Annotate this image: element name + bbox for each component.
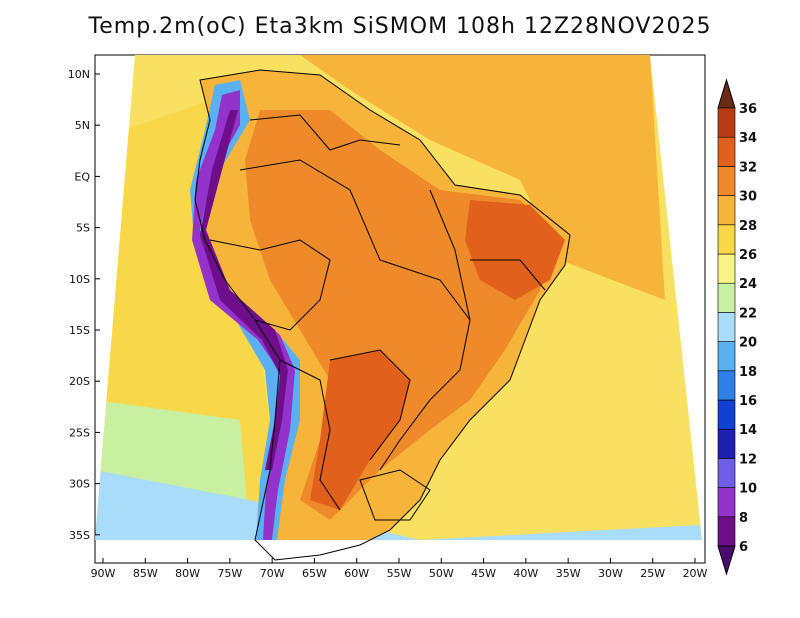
colorbar-label: 16	[739, 394, 757, 409]
argentina-border	[279, 359, 341, 511]
colorbar-segment	[717, 312, 736, 342]
lon-tick-label: 65W	[302, 567, 327, 580]
lon-tick-label: 45W	[471, 567, 496, 580]
land-hotter-field	[310, 350, 410, 510]
lon-tick-label: 35W	[556, 567, 581, 580]
colorbar-segment	[717, 428, 736, 459]
colorbar-label: 24	[739, 277, 757, 292]
colorbar-segment	[717, 341, 736, 372]
lat-tick-label: 20S	[69, 375, 90, 388]
colorbar-label: 22	[739, 306, 757, 321]
lon-tick-label: 30W	[598, 567, 623, 580]
lon-tick-label: 80W	[175, 567, 200, 580]
lon-tick-label: 70W	[260, 567, 285, 580]
colorbar-label: 32	[739, 160, 757, 175]
continent-outline	[194, 69, 571, 561]
colorbar-segment	[717, 224, 736, 255]
peru-bolivia-border	[209, 239, 331, 331]
lat-tick-label: 15S	[69, 324, 90, 337]
colorbar-label: 36	[739, 102, 757, 117]
latitude-axis: 10N 5N EQ 5S 10S 15S 20S 25S 30S 35S	[68, 68, 100, 542]
colorbar-min-arrow	[717, 545, 736, 576]
colorbar-label: 8	[739, 511, 748, 526]
lon-tick-label: 20W	[683, 567, 708, 580]
colorbar-label: 14	[739, 423, 757, 438]
temperature-field	[95, 55, 702, 540]
andes-cold-field	[200, 110, 288, 470]
colorbar-label: 10	[739, 482, 757, 497]
north-atlantic-warm-field	[300, 55, 665, 300]
lon-tick-label: 85W	[133, 567, 158, 580]
colorbar-segment	[717, 516, 736, 547]
colorbar-label: 28	[739, 219, 757, 234]
colorbar-max-arrow	[717, 78, 736, 109]
brazil-west-border	[239, 159, 471, 471]
lon-tick-label: 60W	[344, 567, 369, 580]
colorbar-segment	[717, 370, 736, 401]
lat-tick-label: 10S	[69, 273, 90, 286]
lat-tick-label: EQ	[74, 170, 90, 183]
lon-tick-label: 25W	[640, 567, 665, 580]
uruguay-border	[359, 469, 431, 521]
brazil-state-borders	[429, 189, 546, 321]
lon-tick-label: 90W	[91, 567, 116, 580]
colorbar-label: 30	[739, 190, 757, 205]
northeast-hot-field	[465, 200, 565, 300]
colorbar-segment	[717, 399, 736, 430]
colorbar-segment	[717, 458, 736, 488]
lon-tick-label: 50W	[429, 567, 454, 580]
map-title: Temp.2m(oC) Eta3km SiSMOM 108h 12Z28NOV2…	[88, 14, 712, 39]
lat-tick-label: 10N	[68, 68, 90, 81]
lat-tick-label: 30S	[69, 478, 90, 491]
colorbar-label: 12	[739, 452, 757, 467]
colorbar-segment	[717, 253, 736, 284]
andes-mid-field	[192, 90, 295, 540]
colorbar-segment	[717, 166, 736, 196]
colorbar-segment	[717, 195, 736, 226]
colorbar-segment	[717, 487, 736, 518]
colorbar: 6 8 10 12 14 16 18 20 22 24 26 28 30 32 34 36	[717, 78, 757, 576]
lat-tick-label: 5S	[76, 222, 90, 235]
lon-tick-label: 55W	[387, 567, 412, 580]
lat-tick-label: 35S	[69, 529, 90, 542]
paraguay-border	[329, 349, 411, 461]
colorbar-label: 34	[739, 131, 757, 146]
colorbar-label: 26	[739, 248, 757, 263]
lat-tick-label: 25S	[69, 426, 90, 439]
colorbar-label: 18	[739, 365, 757, 380]
colorbar-segment	[717, 282, 736, 313]
longitude-axis: 90W 85W 80W 75W 70W 65W 60W 55W 50W 45W 40W 35W 30W 2…	[91, 558, 708, 580]
venezuela-border	[249, 114, 401, 151]
colorbar-segment	[717, 136, 736, 167]
lon-tick-label: 75W	[217, 567, 242, 580]
country-borders	[194, 69, 571, 561]
lon-tick-label: 40W	[513, 567, 538, 580]
southern-cool-field	[95, 470, 702, 540]
lat-tick-label: 5N	[75, 119, 90, 132]
colorbar-label: 6	[739, 540, 748, 555]
colorbar-label: 20	[739, 336, 757, 351]
colorbar-segment	[717, 107, 736, 138]
